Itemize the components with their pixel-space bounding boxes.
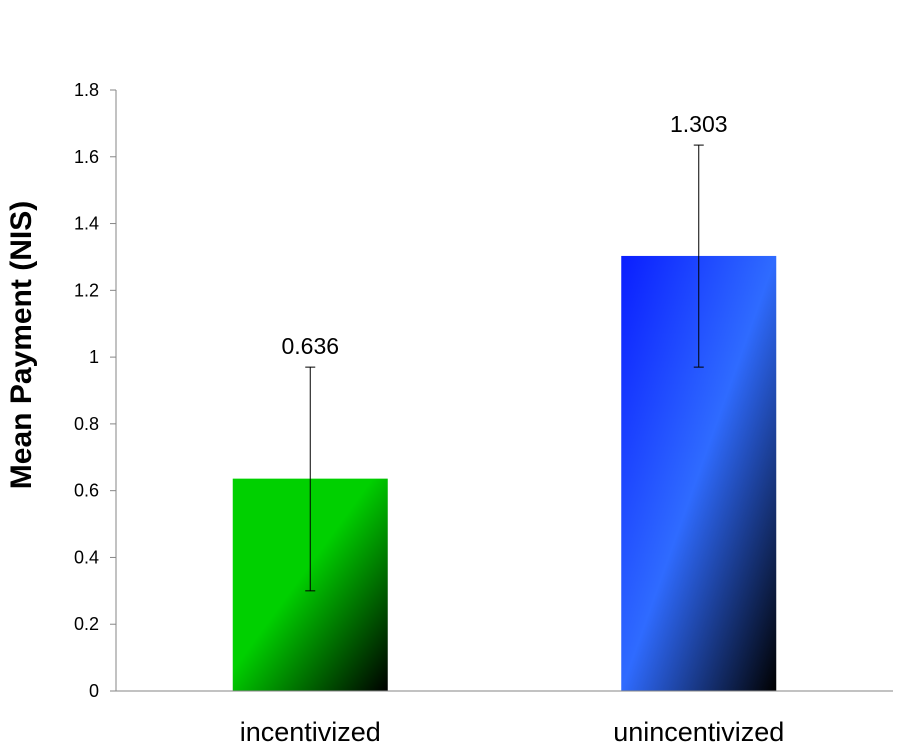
data-label: 1.303 [670,111,728,137]
chart-plot-area: 0 0.2 0.4 0.6 0.8 1 1.2 1.4 1.6 1.8 0.636 incentivi… [74,80,893,747]
y-tick-label: 1.8 [74,80,99,100]
y-tick-label: 0 [89,681,99,701]
y-tick-label: 0.2 [74,614,99,634]
y-tick-label: 0.8 [74,414,99,434]
y-tick-label: 1.6 [74,147,99,167]
y-axis-title: Mean Payment (NIS) [5,201,38,489]
y-tick-label: 0.4 [74,547,99,567]
y-tick-label: 1.2 [74,280,99,300]
y-tick-label: 1 [89,347,99,367]
x-category-label: incentivized [240,717,381,747]
y-tick-label: 0.6 [74,481,99,501]
y-tick-label: 1.4 [74,214,99,234]
x-category-label: unincentivized [613,717,784,747]
data-label: 0.636 [281,333,339,359]
